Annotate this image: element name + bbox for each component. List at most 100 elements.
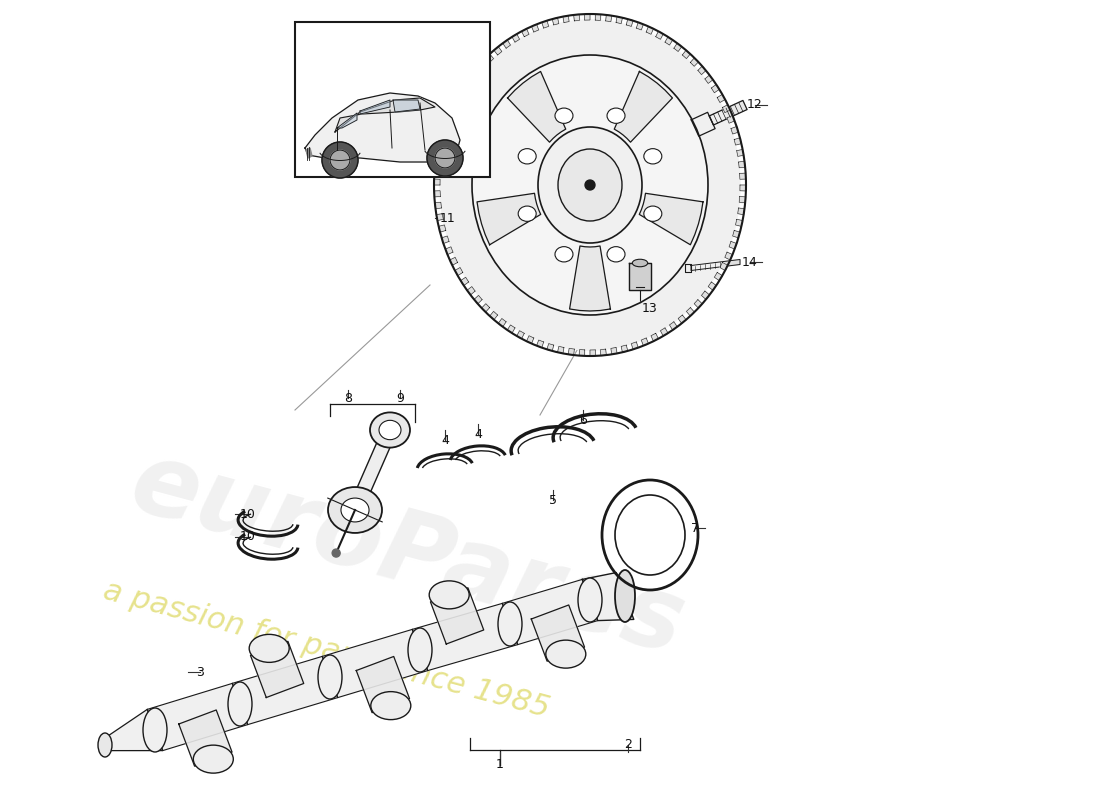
Polygon shape <box>434 167 441 174</box>
Polygon shape <box>490 311 497 320</box>
Polygon shape <box>232 657 338 725</box>
Polygon shape <box>440 20 740 350</box>
Polygon shape <box>360 100 390 114</box>
Circle shape <box>330 150 350 170</box>
Polygon shape <box>590 350 595 356</box>
Polygon shape <box>477 62 486 70</box>
Polygon shape <box>736 219 743 226</box>
Polygon shape <box>719 262 728 270</box>
Text: 9: 9 <box>396 391 404 405</box>
Polygon shape <box>477 194 541 245</box>
Polygon shape <box>471 70 478 79</box>
Text: 12: 12 <box>747 98 763 111</box>
Polygon shape <box>610 347 617 354</box>
Polygon shape <box>349 427 396 513</box>
Ellipse shape <box>644 149 662 164</box>
Polygon shape <box>714 273 723 281</box>
Polygon shape <box>503 40 510 48</box>
Ellipse shape <box>498 602 522 646</box>
Ellipse shape <box>578 578 602 622</box>
Polygon shape <box>507 71 565 142</box>
Polygon shape <box>458 90 465 98</box>
Polygon shape <box>727 115 735 123</box>
Polygon shape <box>147 683 248 750</box>
Ellipse shape <box>341 498 368 522</box>
Polygon shape <box>660 328 668 336</box>
Polygon shape <box>531 605 584 661</box>
Polygon shape <box>729 242 737 249</box>
Ellipse shape <box>250 634 289 662</box>
Ellipse shape <box>379 420 401 440</box>
Circle shape <box>322 142 358 178</box>
Ellipse shape <box>371 692 410 720</box>
Ellipse shape <box>318 655 342 699</box>
Circle shape <box>588 183 592 187</box>
Polygon shape <box>740 185 746 191</box>
Text: 11: 11 <box>440 211 455 225</box>
Polygon shape <box>452 99 460 107</box>
Ellipse shape <box>632 259 648 266</box>
Text: 8: 8 <box>344 391 352 405</box>
Polygon shape <box>547 344 553 351</box>
Polygon shape <box>691 259 740 270</box>
Polygon shape <box>705 75 713 83</box>
Text: 4: 4 <box>441 434 449 446</box>
Polygon shape <box>356 657 409 713</box>
Polygon shape <box>595 14 601 21</box>
Ellipse shape <box>556 108 573 123</box>
Text: 10: 10 <box>240 530 256 543</box>
Polygon shape <box>616 17 623 24</box>
Polygon shape <box>697 66 706 74</box>
Polygon shape <box>474 295 482 304</box>
Polygon shape <box>494 46 502 55</box>
Polygon shape <box>738 162 745 168</box>
Polygon shape <box>574 14 580 21</box>
Polygon shape <box>336 98 434 132</box>
Polygon shape <box>584 14 590 20</box>
Polygon shape <box>464 80 472 88</box>
Polygon shape <box>531 24 539 32</box>
Polygon shape <box>503 579 597 645</box>
Polygon shape <box>708 282 716 290</box>
Polygon shape <box>739 197 746 203</box>
Text: 4: 4 <box>474 427 482 441</box>
Circle shape <box>585 180 595 190</box>
Polygon shape <box>629 263 651 290</box>
Polygon shape <box>322 630 428 698</box>
Polygon shape <box>434 190 440 197</box>
Text: 10: 10 <box>240 507 256 521</box>
Polygon shape <box>601 349 606 355</box>
Bar <box>295 22 490 177</box>
Ellipse shape <box>518 206 536 222</box>
Polygon shape <box>694 300 702 308</box>
Ellipse shape <box>228 682 252 726</box>
Polygon shape <box>558 346 564 354</box>
Polygon shape <box>712 85 719 93</box>
Ellipse shape <box>538 127 642 243</box>
Polygon shape <box>412 603 518 670</box>
Polygon shape <box>482 304 490 312</box>
Polygon shape <box>521 29 529 37</box>
Polygon shape <box>434 179 440 185</box>
Polygon shape <box>606 15 612 22</box>
Ellipse shape <box>518 149 536 164</box>
Polygon shape <box>670 322 678 330</box>
Polygon shape <box>639 194 703 245</box>
Polygon shape <box>641 338 648 346</box>
Polygon shape <box>631 342 638 350</box>
Polygon shape <box>717 94 725 102</box>
Text: a passion for parts since 1985: a passion for parts since 1985 <box>100 576 553 724</box>
Ellipse shape <box>194 745 233 773</box>
Polygon shape <box>441 236 449 243</box>
Circle shape <box>585 180 595 190</box>
Ellipse shape <box>98 733 112 757</box>
Text: 6: 6 <box>579 414 587 426</box>
Polygon shape <box>621 345 628 352</box>
Polygon shape <box>702 291 710 299</box>
Polygon shape <box>682 50 691 58</box>
Ellipse shape <box>546 640 586 668</box>
Polygon shape <box>440 132 448 139</box>
Polygon shape <box>710 101 747 125</box>
Polygon shape <box>737 150 744 156</box>
Text: 5: 5 <box>549 494 557 506</box>
